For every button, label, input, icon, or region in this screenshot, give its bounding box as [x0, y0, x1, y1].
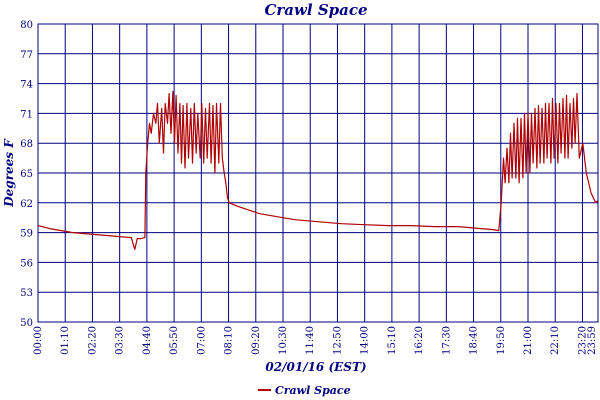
x-tick-label: 00:00 [33, 326, 44, 355]
x-tick-label: 01:10 [60, 326, 71, 355]
x-tick-label: 19:50 [496, 326, 507, 355]
x-tick-label: 09:20 [251, 326, 262, 355]
plot-border [37, 23, 599, 323]
x-axis-title: 02/01/16 (EST) [265, 360, 366, 374]
legend: Crawl Space [258, 384, 351, 397]
x-tick-label: 18:40 [469, 326, 480, 355]
x-tick-labels: 00:00 01:10 02:20 03:30 04:40 05:50 07:00 08:10… [33, 326, 598, 355]
x-tick-label: 07:00 [196, 326, 207, 355]
y-tick-label: 56 [20, 258, 33, 269]
x-tick-label: 08:10 [224, 326, 235, 355]
x-tick-label: 10:30 [278, 326, 289, 355]
y-tick-label: 80 [20, 20, 33, 31]
series-line-crawl-space [37, 90, 598, 251]
x-tick-label: 17:30 [441, 326, 452, 355]
x-tick-label: 21:00 [523, 326, 534, 355]
y-tick-label: 71 [20, 109, 33, 120]
x-tick-label: 05:50 [169, 326, 180, 355]
x-tick-label: 04:40 [142, 326, 153, 355]
x-tick-label: 15:10 [387, 326, 398, 355]
x-tick-label: 23:59 [587, 326, 598, 355]
y-tick-label: 50 [20, 318, 33, 329]
chart-title: Crawl Space [264, 1, 367, 19]
y-tick-labels: 80 77 74 71 68 65 62 59 56 53 50 [20, 20, 33, 329]
legend-label: Crawl Space [275, 384, 351, 397]
x-tick-label: 14:00 [360, 326, 371, 355]
y-tick-label: 77 [20, 50, 33, 61]
y-tick-label: 59 [20, 229, 33, 240]
y-tick-label: 65 [20, 169, 33, 180]
y-tick-label: 74 [20, 80, 33, 91]
x-tick-label: 03:30 [115, 326, 126, 355]
y-tick-label: 62 [20, 199, 33, 210]
x-tick-label: 16:20 [414, 326, 425, 355]
x-tick-label: 11:40 [305, 326, 316, 355]
x-tick-label: 23:20 [577, 326, 588, 355]
y-tick-label: 53 [20, 288, 33, 299]
y-tick-label: 68 [20, 139, 33, 150]
x-tick-label: 12:50 [332, 326, 343, 355]
x-tick-label: 02:20 [87, 326, 98, 355]
x-tick-label: 22:10 [550, 326, 561, 355]
y-axis-title: Degrees F [2, 138, 16, 208]
